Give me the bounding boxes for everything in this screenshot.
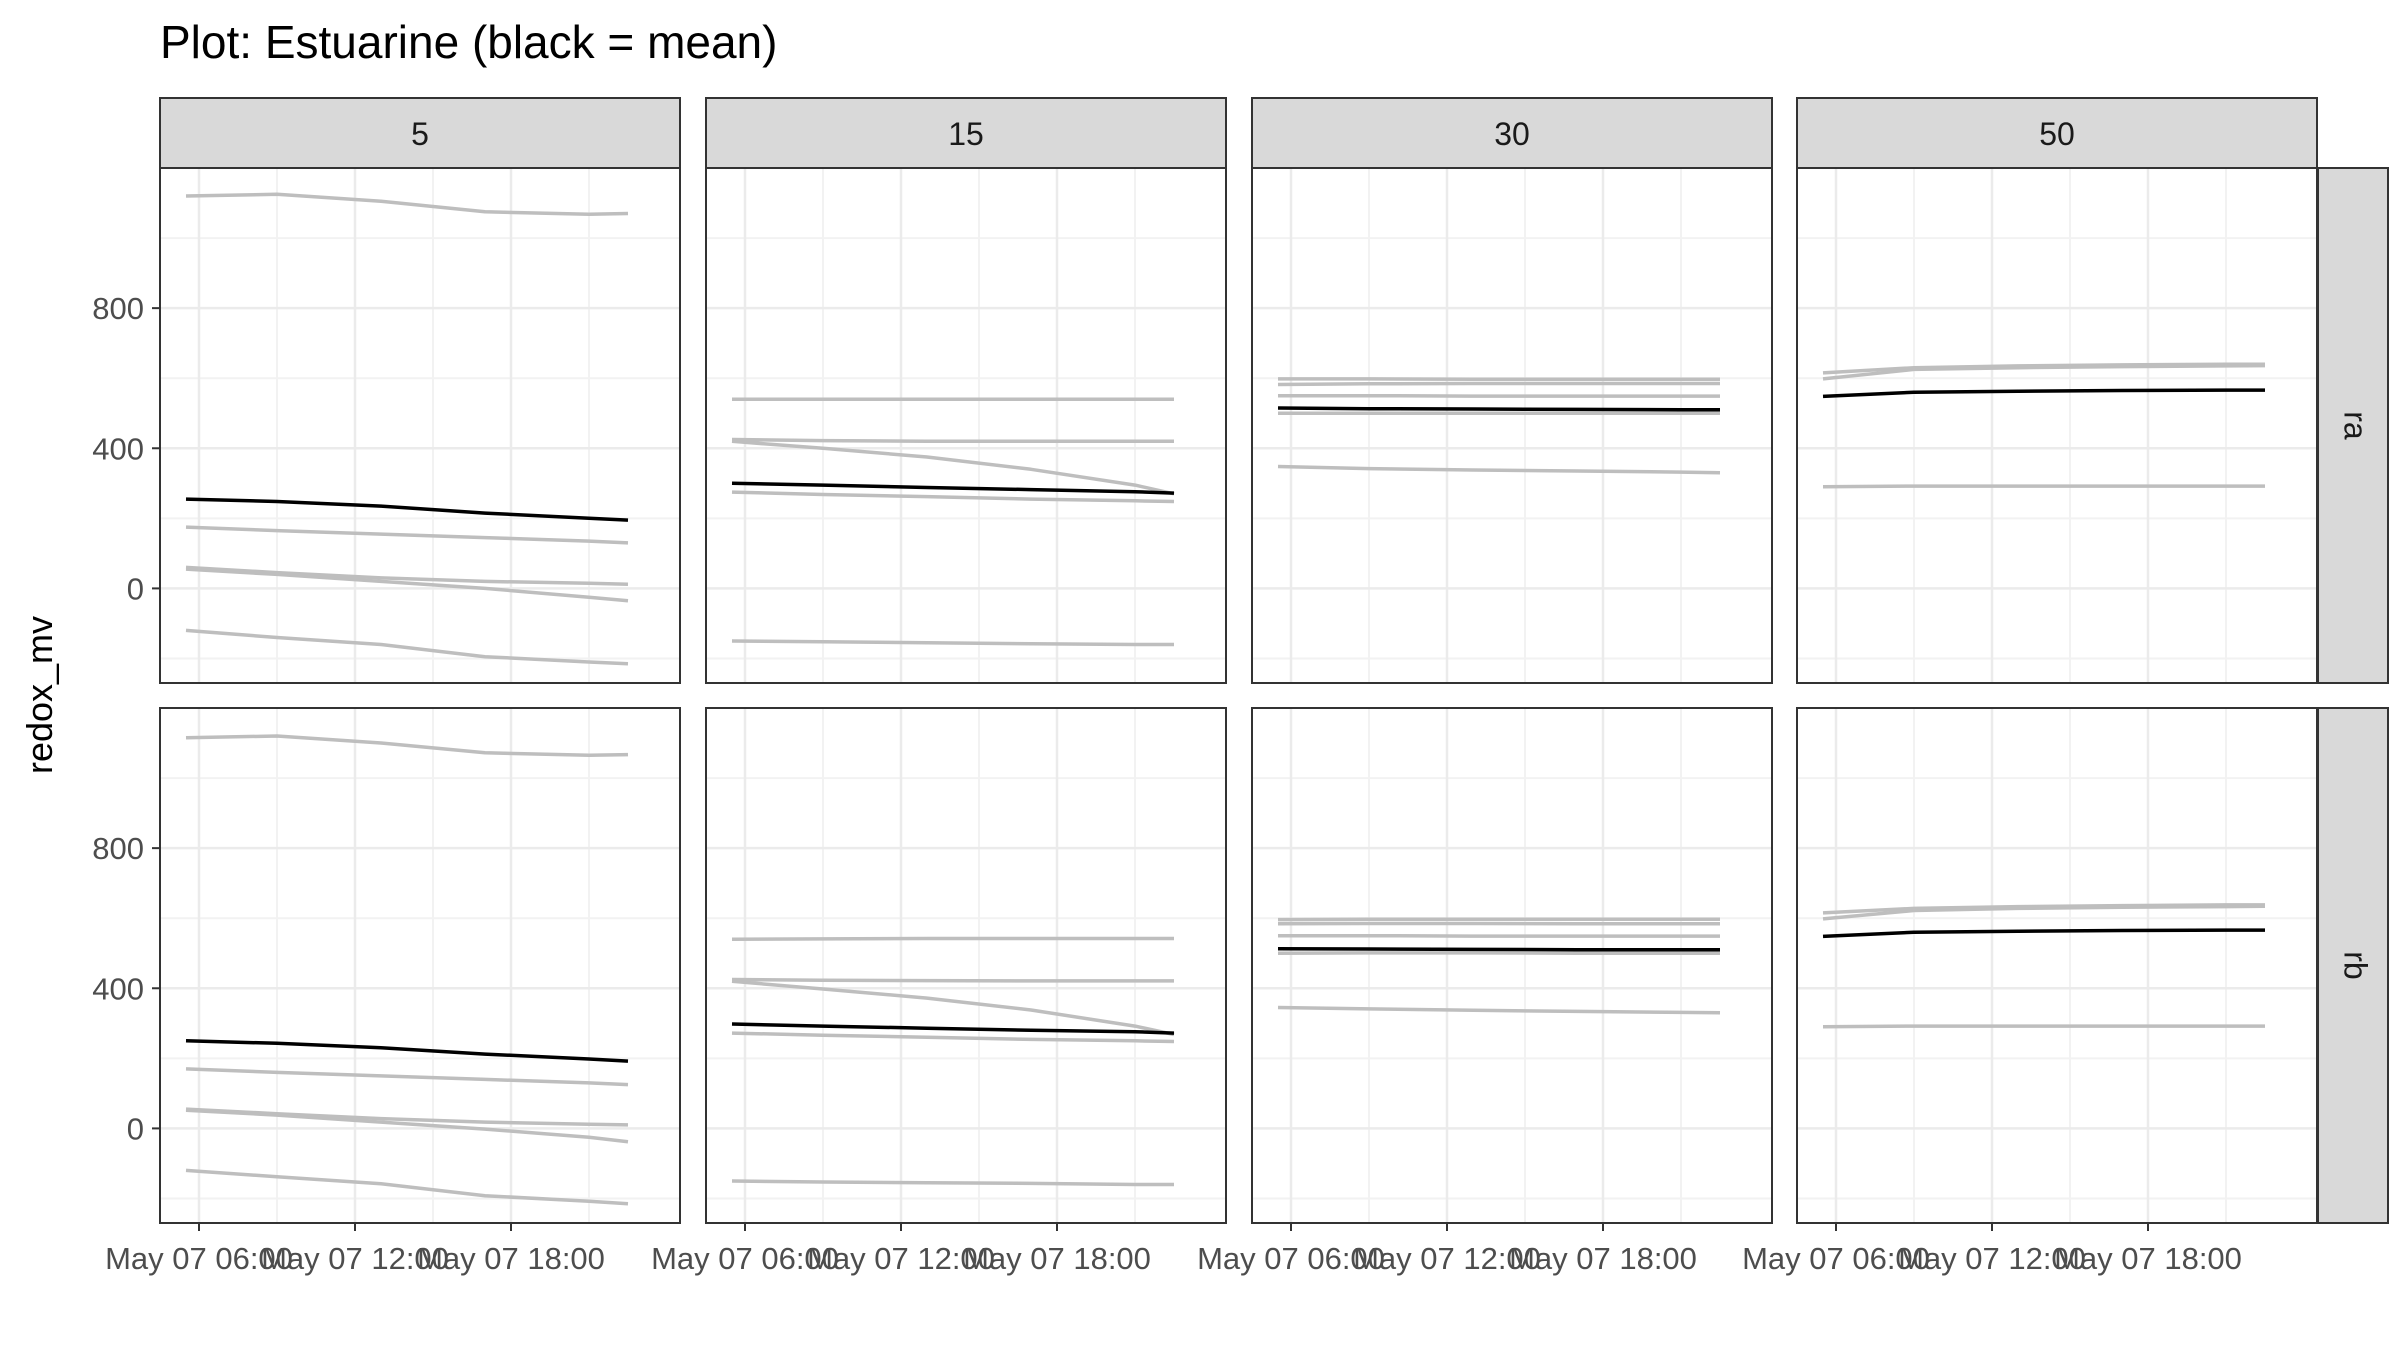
x-tick-label: May 07 18:00 [1509,1241,1697,1276]
panel-15-ra [706,168,1226,683]
series-line-2 [732,440,1174,442]
panel-50-ra [1797,168,2317,683]
panel-background [706,168,1226,683]
series-line-2 [732,980,1174,981]
panel-5-ra: 0 400 800 [92,168,680,683]
series-line-3 [1823,1026,2265,1027]
series-line-2 [1278,384,1720,385]
mean-line [1278,408,1720,410]
series-line-3 [1823,486,2265,487]
panel-background [706,708,1226,1223]
y-tick-label: 400 [92,431,144,466]
mean-line [1278,949,1720,950]
y-tick-label: 0 [127,1111,144,1146]
panel-background [1252,168,1772,683]
panel-background [1797,168,2317,683]
panel-background [1797,708,2317,1223]
panel-background [1252,708,1772,1223]
panel-background [160,168,680,683]
panels-layer: 5 15 30 50 ra rb 0 400 800 0 400 800 May 07 06:00May… [92,98,2388,1276]
x-tick-label: May 07 18:00 [2054,1241,2242,1276]
chart-title: Plot: Estuarine (black = mean) [160,16,777,68]
y-tick-label: 800 [92,291,144,326]
series-line-1 [732,939,1174,940]
x-tick-label: May 07 18:00 [417,1241,605,1276]
facet-strip-label: 50 [2039,116,2075,152]
x-tick-label: May 07 18:00 [963,1241,1151,1276]
y-tick-label: 400 [92,971,144,1006]
panel-30-ra [1252,168,1772,683]
facet-strip-label: 15 [948,116,984,152]
y-axis-label: redox_mv [19,616,60,774]
y-tick-label: 0 [127,571,144,606]
y-tick-label: 800 [92,831,144,866]
facet-strip-label: 30 [1494,116,1530,152]
facet-strip-label: 5 [411,116,429,152]
facet-strip-label: ra [2338,411,2374,440]
panel-background [160,708,680,1223]
facet-strip-label: rb [2338,951,2374,979]
